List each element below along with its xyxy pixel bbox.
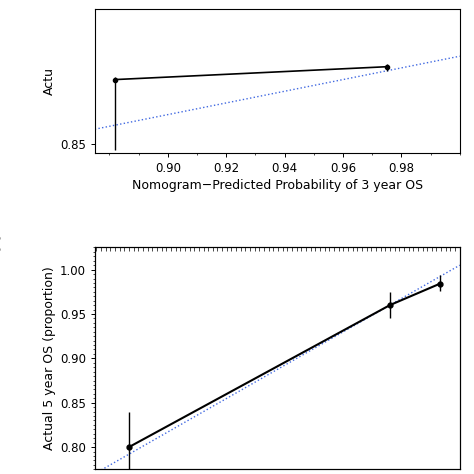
- Y-axis label: Actu: Actu: [43, 67, 56, 95]
- X-axis label: Nomogram−Predicted Probability of 3 year OS: Nomogram−Predicted Probability of 3 year…: [132, 179, 423, 192]
- Text: C: C: [0, 237, 1, 256]
- Y-axis label: Actual 5 year OS (proportion): Actual 5 year OS (proportion): [43, 266, 55, 450]
